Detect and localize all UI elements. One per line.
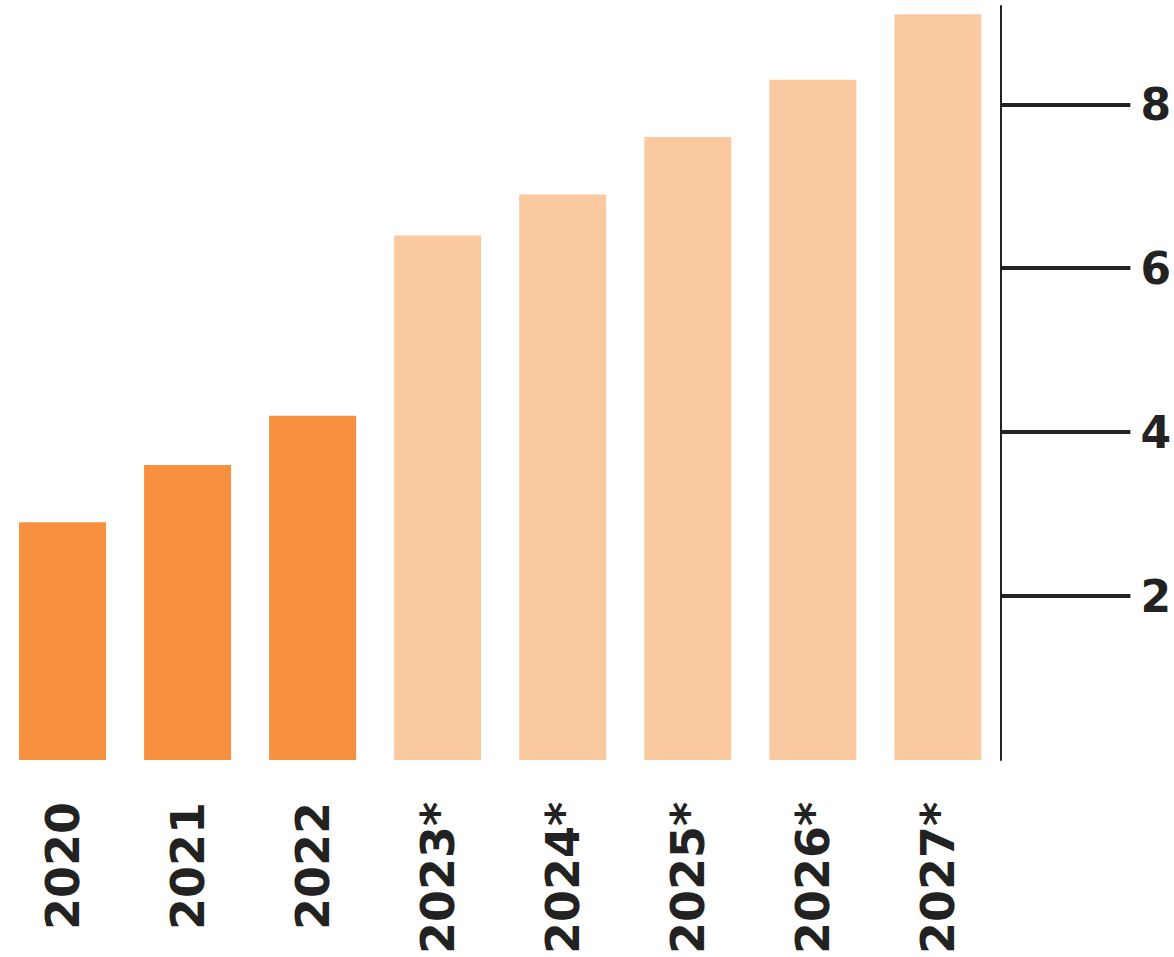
svg-text:2020: 2020 bbox=[36, 802, 90, 930]
svg-text:2025*: 2025* bbox=[661, 802, 715, 954]
svg-text:2024*: 2024* bbox=[536, 802, 590, 954]
svg-text:2022: 2022 bbox=[286, 802, 340, 930]
svg-text:2026*: 2026* bbox=[786, 802, 840, 954]
svg-text:2023*: 2023* bbox=[411, 802, 465, 954]
svg-text:8: 8 bbox=[1140, 79, 1171, 130]
svg-text:4: 4 bbox=[1140, 407, 1171, 458]
svg-text:6: 6 bbox=[1140, 243, 1171, 294]
svg-text:2027*: 2027* bbox=[911, 802, 965, 954]
svg-text:2021: 2021 bbox=[161, 802, 215, 930]
svg-text:2: 2 bbox=[1140, 571, 1171, 622]
